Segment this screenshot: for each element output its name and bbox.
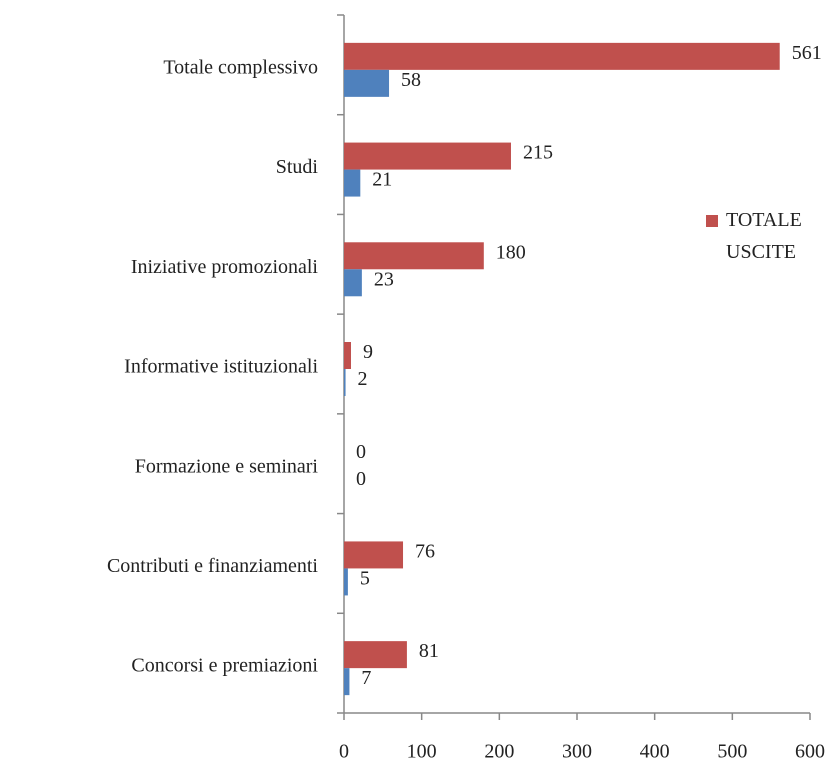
- y-tick-label: Concorsi e premiazioni: [131, 655, 318, 677]
- y-tick-label: Informative istituzionali: [124, 356, 318, 378]
- bar: [344, 42, 780, 70]
- y-tick-label: Totale complessivo: [163, 56, 318, 78]
- bar: [344, 668, 350, 696]
- y-tick-label: Formazione e seminari: [135, 455, 319, 477]
- data-label: 21: [372, 169, 392, 191]
- data-label: 23: [374, 268, 394, 290]
- data-label: 81: [419, 640, 439, 662]
- y-tick-label: Contributi e finanziamenti: [107, 555, 318, 577]
- x-tick-label: 300: [562, 741, 592, 763]
- x-tick-label: 500: [717, 741, 747, 763]
- data-label: 2: [358, 368, 368, 390]
- data-label: 76: [415, 541, 435, 563]
- legend-label: TOTALE USCITE: [726, 209, 802, 263]
- bar: [344, 342, 351, 369]
- x-tick-label: 100: [407, 741, 437, 763]
- data-label: 7: [361, 667, 371, 689]
- data-label: 58: [401, 69, 421, 91]
- x-tick-label: 600: [795, 741, 825, 763]
- y-tick-label: Iniziative promozionali: [131, 256, 319, 278]
- x-tick-label: 200: [484, 741, 514, 763]
- data-label: 0: [356, 468, 366, 490]
- bar: [344, 69, 390, 97]
- bar: [344, 142, 511, 170]
- data-label: 9: [363, 341, 373, 363]
- data-label: 0: [356, 441, 366, 463]
- bar: [344, 169, 361, 197]
- y-tick-label: Studi: [276, 156, 319, 178]
- bar: [344, 641, 407, 669]
- x-tick-label: 400: [640, 741, 670, 763]
- legend-swatch: [706, 215, 718, 227]
- data-label: 561: [792, 42, 822, 64]
- bar: [344, 541, 404, 569]
- bar: [344, 242, 484, 270]
- bar: [344, 269, 362, 297]
- data-label: 5: [360, 568, 370, 590]
- data-label: 180: [496, 241, 526, 263]
- x-tick-label: 0: [339, 741, 349, 763]
- bar: [344, 568, 348, 596]
- data-label: 215: [523, 142, 553, 164]
- bar: [344, 369, 346, 396]
